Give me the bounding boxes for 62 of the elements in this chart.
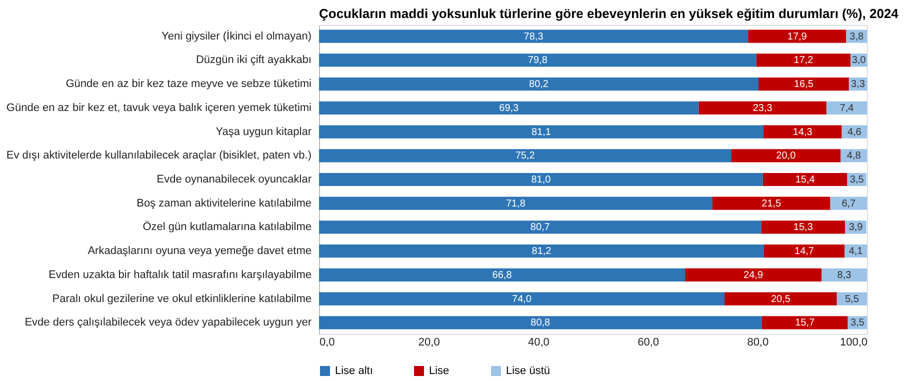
legend-label: Lise: [429, 365, 450, 377]
x-tick-label: 0,0: [320, 336, 335, 348]
data-label: 16,5: [794, 79, 814, 90]
data-label: 4,1: [848, 246, 864, 258]
y-tick-label: Evde ders çalışılabilecek veya ödev yapabilecek uygun yer: [24, 316, 312, 329]
data-label: 71,8: [506, 198, 526, 210]
data-label: 81,2: [532, 246, 552, 258]
data-label: 14,7: [794, 246, 814, 258]
y-tick-label: Düzgün iki çift ayakkabı: [196, 54, 312, 66]
data-label: 21,5: [762, 198, 782, 210]
data-label: 3,5: [850, 174, 864, 186]
data-label: 23,3: [752, 102, 773, 114]
data-label: 24,9: [744, 270, 764, 281]
data-label: 17,2: [794, 55, 814, 66]
legend-label: Lise üstü: [506, 365, 550, 377]
data-label: 17,9: [787, 31, 808, 42]
data-label: 78,3: [524, 31, 544, 42]
data-label: 3,8: [850, 31, 864, 42]
data-label: 3,0: [852, 55, 866, 66]
data-label: 3,5: [850, 318, 865, 329]
x-tick-label: 100,0: [840, 336, 868, 348]
data-label: 75,2: [515, 150, 536, 162]
data-label: 3,9: [848, 222, 864, 234]
y-tick-label: Yaşa uygun kitaplar: [216, 126, 312, 138]
data-label: 80,7: [530, 222, 550, 234]
data-label: 15,4: [795, 174, 816, 186]
y-tick-label: Özel gün kutlamalarına katılabilme: [142, 220, 312, 234]
data-label: 15,3: [793, 222, 814, 234]
x-tick-label: 20,0: [418, 336, 440, 348]
data-label: 5,5: [844, 294, 860, 305]
y-tick-label: Günde en az bir kez et, tavuk veya balık içeren yemek tüketimi: [6, 102, 312, 114]
data-label: 81,0: [531, 174, 552, 186]
data-label: 3,3: [851, 79, 866, 90]
x-tick-label: 60,0: [638, 336, 660, 348]
chart-title: Çocukların maddi yoksunluk türlerine göre ebeveynlerin en yüksek eğitim durumları (%), 2024: [319, 6, 900, 21]
data-label: 20,5: [770, 294, 791, 305]
y-tick-label: Yeni giysiler (İkinci el olmayan): [162, 29, 312, 42]
y-tick-label: Boş zaman aktivitelerine katılabilme: [136, 197, 312, 210]
data-label: 8,3: [837, 270, 852, 281]
data-label: 6,7: [842, 198, 856, 210]
data-label: 80,2: [529, 79, 549, 90]
data-label: 74,0: [512, 294, 532, 305]
data-label: 4,8: [846, 150, 862, 162]
x-tick-label: 80,0: [747, 336, 769, 348]
y-tick-label: Evden uzakta bir haftalık tatil masrafını karşılayabilme: [48, 268, 312, 281]
x-tick-label: 40,0: [528, 336, 550, 348]
y-tick-label: Ev dışı aktivitelerde kullanılabilecek araçlar (bisiklet, paten vb.): [6, 150, 312, 162]
y-tick-label: Paralı okul gezilerine ve okul etkinliklerine katılabilme: [52, 292, 312, 305]
data-label: 20,0: [776, 150, 796, 162]
data-label: 15,7: [795, 318, 815, 329]
data-label: 69,3: [499, 102, 520, 114]
y-tick-label: Arkadaşlarını oyuna veya yemeğe davet etme: [88, 245, 312, 258]
data-label: 81,1: [531, 126, 552, 138]
data-label: 66,8: [492, 270, 512, 281]
y-tick-label: Evde oynanabilecek oyuncaklar: [156, 174, 312, 186]
legend-label: Lise altı: [335, 365, 373, 377]
data-label: 14,3: [792, 126, 813, 138]
data-label: 7,4: [840, 102, 854, 114]
data-label: 80,8: [530, 318, 551, 329]
data-label: 4,6: [847, 126, 862, 138]
y-tick-label: Günde en az bir kez taze meyve ve sebze tüketimi: [66, 78, 312, 90]
data-label: 79,8: [528, 55, 548, 66]
